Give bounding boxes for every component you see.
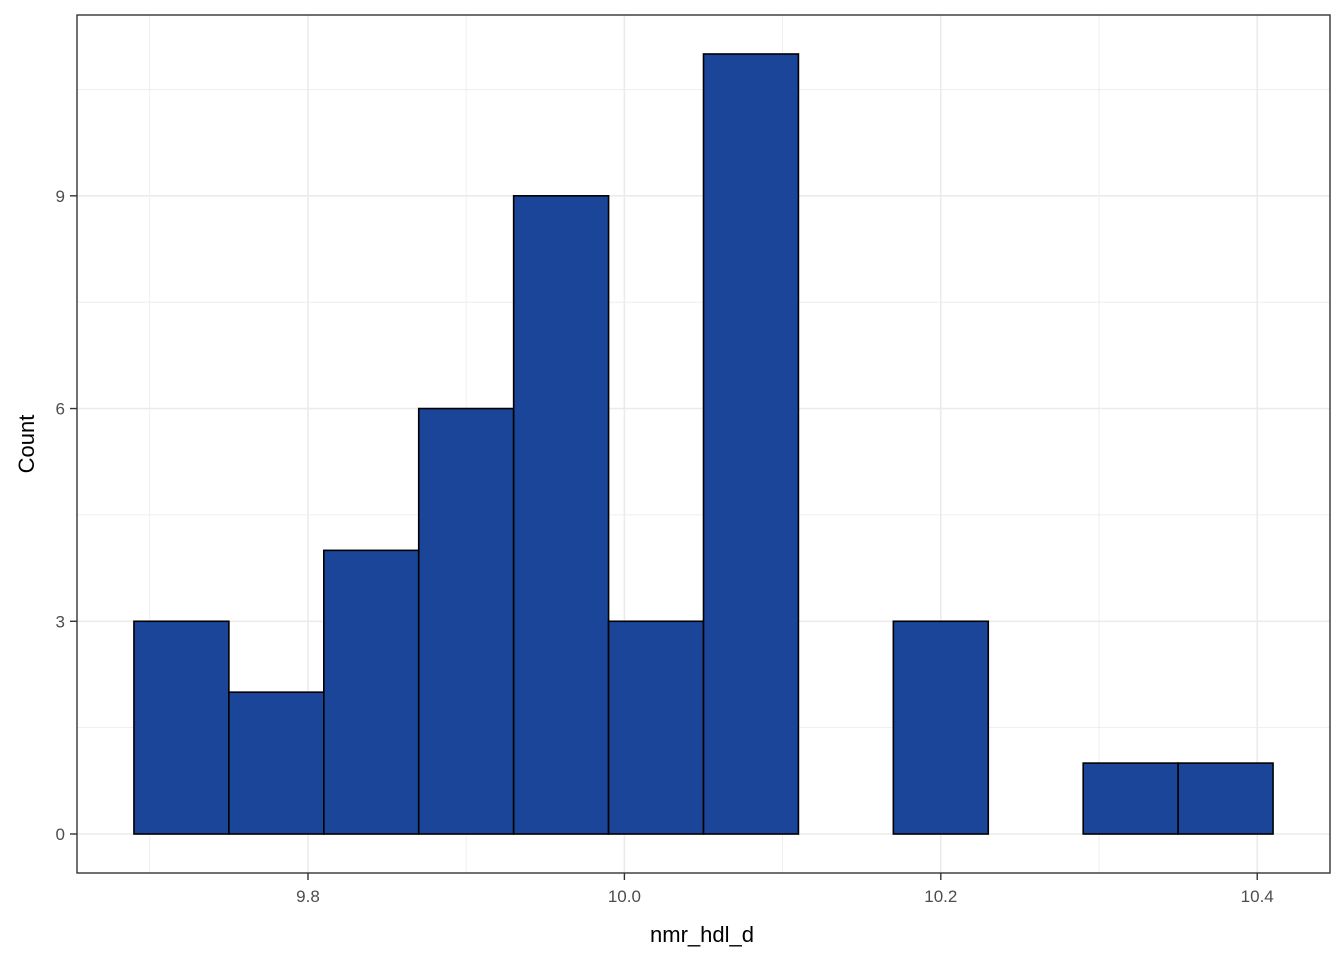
y-tick-label: 0 (56, 825, 65, 844)
histogram-bar (1082, 762, 1179, 835)
y-tick-label: 6 (56, 400, 65, 419)
y-axis-title: Count (14, 415, 39, 474)
histogram-bar (702, 53, 800, 835)
x-tick-label: 10.2 (924, 887, 957, 906)
y-axis: 0 3 6 9 (56, 187, 77, 844)
histogram-bar (1177, 762, 1274, 835)
histogram-bar (228, 691, 325, 835)
y-tick-label: 3 (56, 612, 65, 631)
histogram-bar (133, 620, 230, 835)
histogram-bar (892, 620, 990, 835)
panel-border (76, 14, 1331, 874)
histogram-bar (323, 549, 420, 835)
histogram-bar (607, 620, 705, 835)
histogram-bar (512, 195, 610, 835)
histogram-bars (133, 53, 1274, 835)
x-axis: 9.8 10.0 10.2 10.4 (296, 873, 1274, 906)
histogram-bar (417, 407, 515, 835)
x-tick-label: 10.4 (1241, 887, 1274, 906)
y-tick-label: 9 (56, 187, 65, 206)
x-tick-label: 10.0 (608, 887, 641, 906)
x-tick-label: 9.8 (296, 887, 320, 906)
x-axis-title: nmr_hdl_d (650, 922, 754, 947)
